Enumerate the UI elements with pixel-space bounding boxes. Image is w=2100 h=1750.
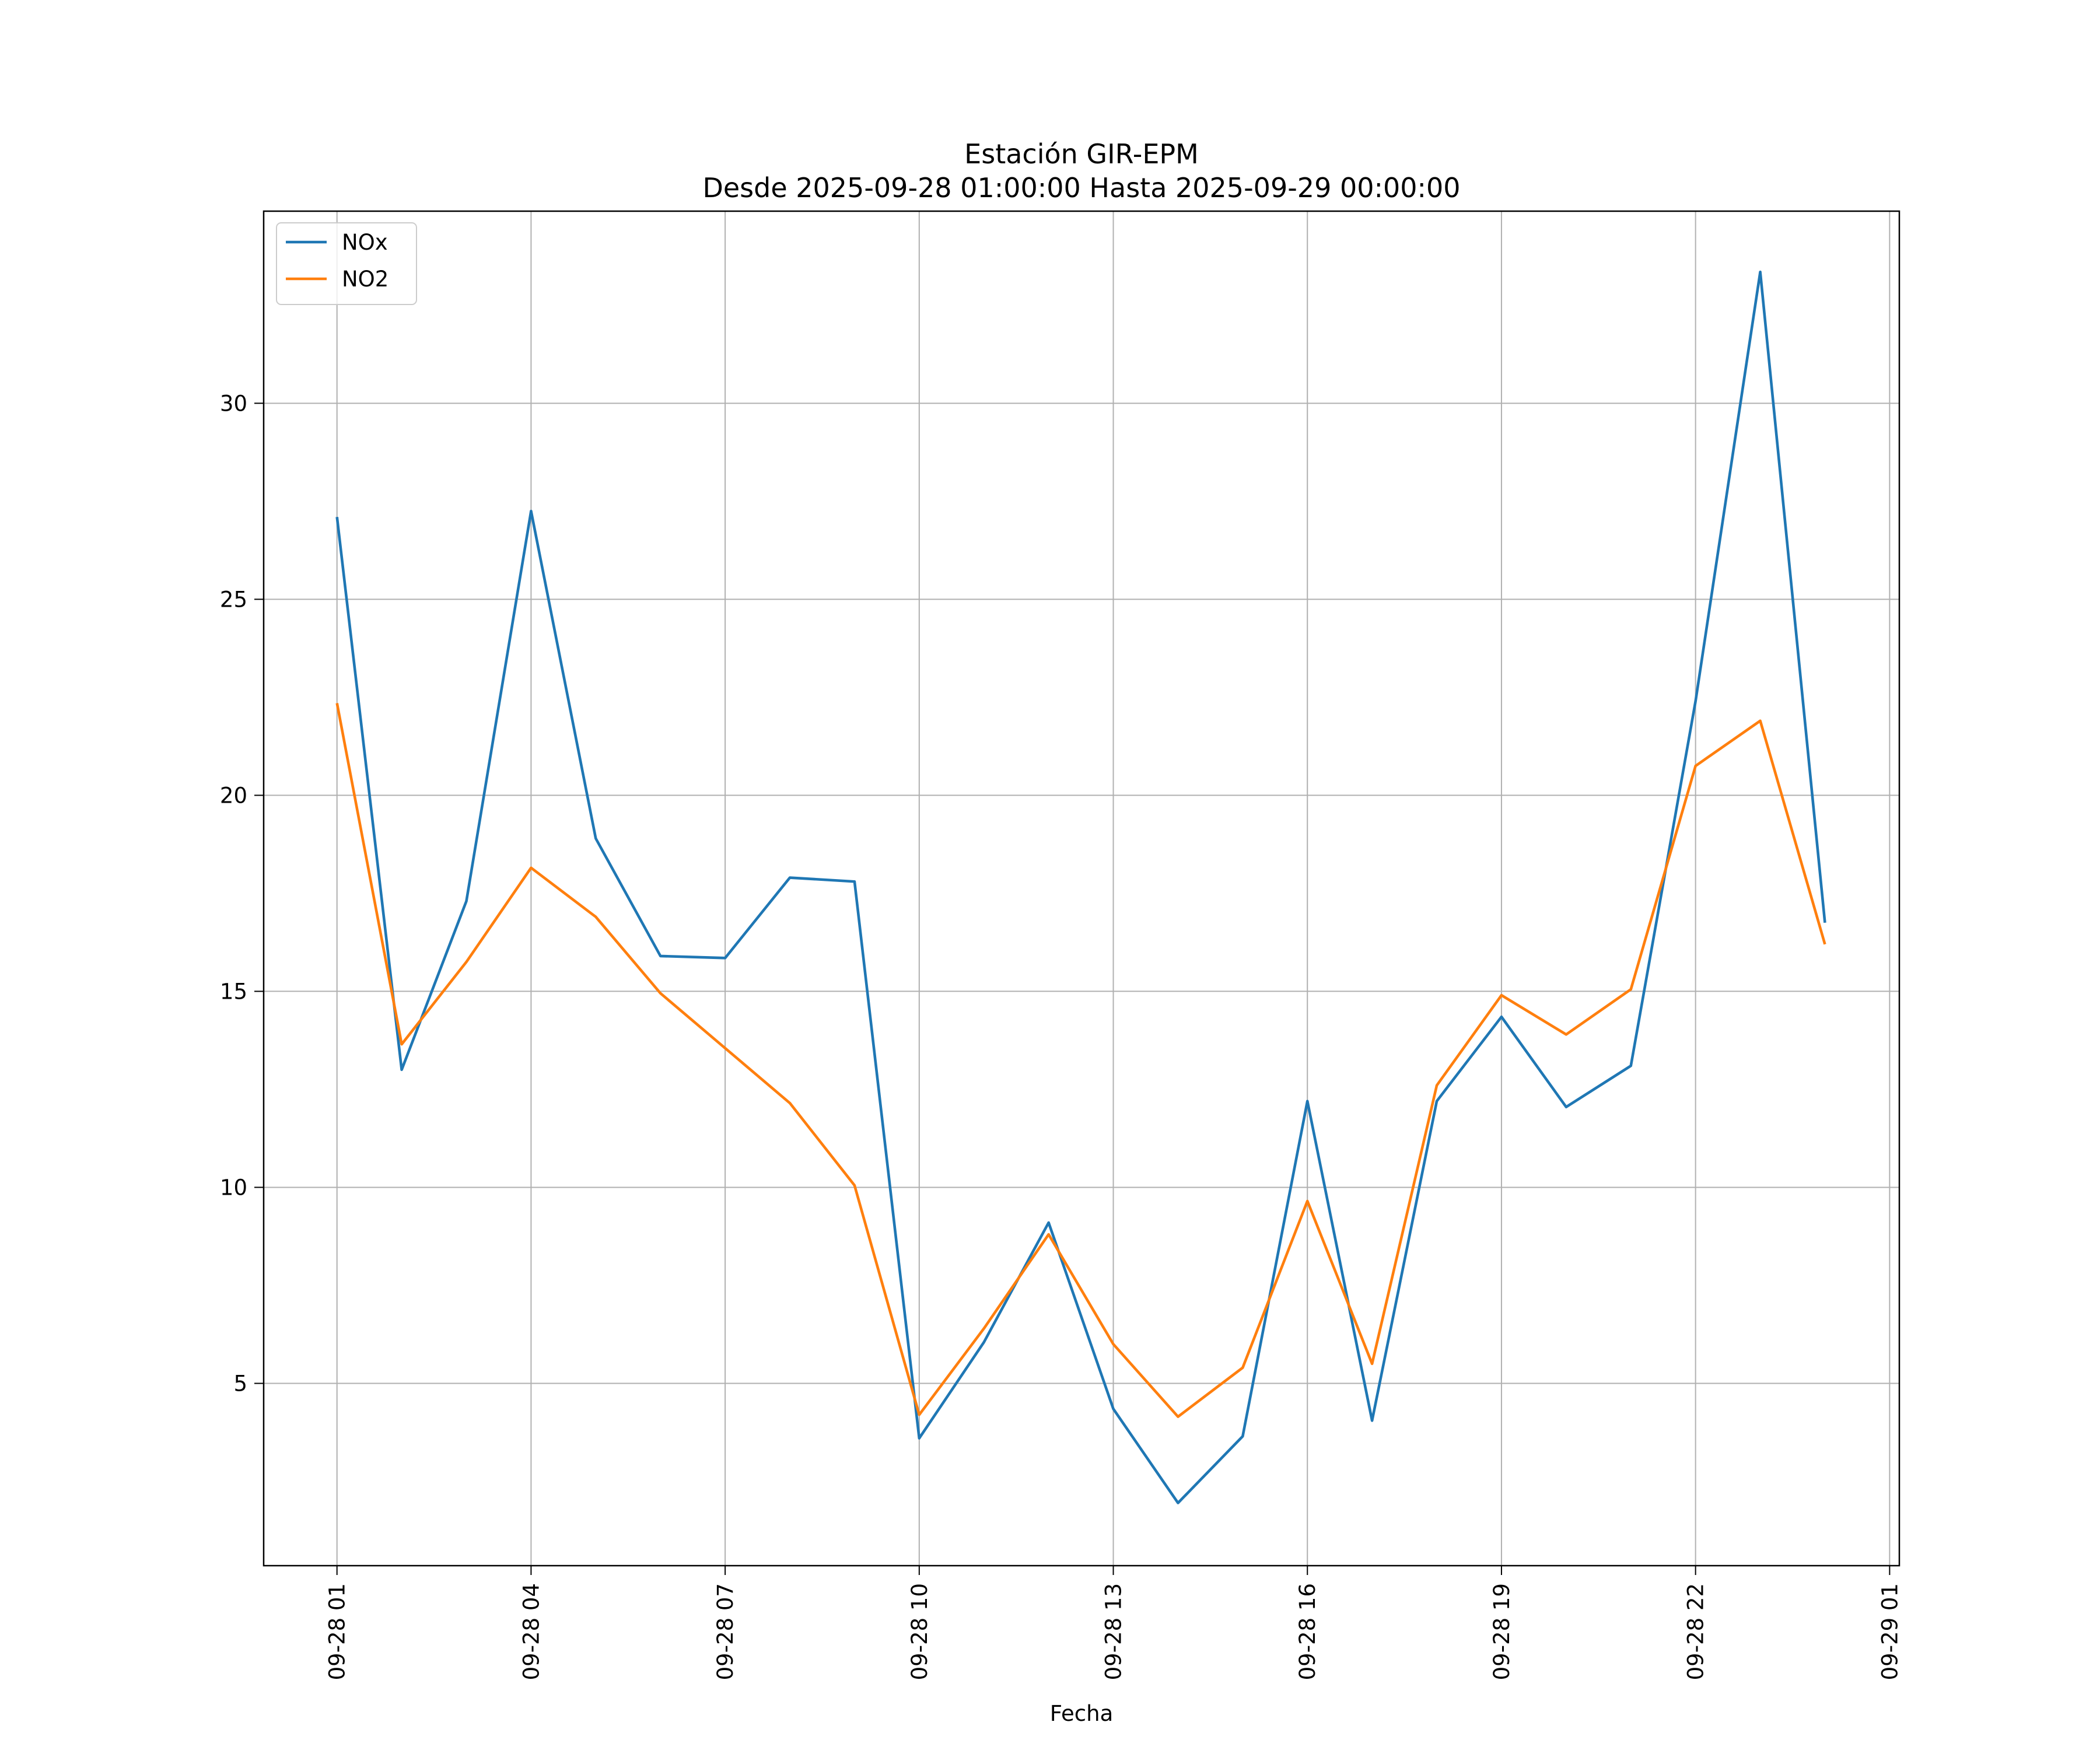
grid (264, 211, 1899, 1566)
y-tick-label: 30 (220, 391, 247, 416)
series-lines (335, 270, 1826, 1504)
x-tick-label: 09-28 22 (1684, 1583, 1709, 1680)
legend: NOx NO2 (276, 222, 417, 305)
x-tick-label: 09-29 01 (1877, 1583, 1902, 1680)
x-tick-label: 09-28 19 (1489, 1583, 1514, 1680)
legend-label: NO2 (342, 267, 388, 292)
y-tick-label: 25 (220, 587, 247, 612)
x-tick-label: 09-28 01 (325, 1583, 350, 1680)
x-tick-label: 09-28 07 (713, 1583, 738, 1680)
y-tick-label: 20 (220, 783, 247, 808)
x-tick-label: 09-28 10 (907, 1583, 932, 1680)
y-axis: 5 10 15 20 25 30 (220, 391, 264, 1396)
x-axis: 09-28 01 09-28 04 09-28 07 09-28 10 09-28 13… (325, 1566, 1902, 1680)
y-tick-label: 15 (220, 979, 247, 1004)
x-tick-label: 09-28 04 (519, 1583, 544, 1680)
series-line-nox (335, 270, 1826, 1504)
chart-title: Estación GIR-EPM (964, 138, 1199, 170)
y-tick-label: 10 (220, 1175, 247, 1200)
y-tick-label: 5 (233, 1371, 247, 1396)
legend-label: NOx (342, 230, 388, 255)
x-tick-label: 09-28 13 (1101, 1583, 1126, 1680)
x-tick-label: 09-28 16 (1295, 1583, 1320, 1680)
series-line-no2 (335, 703, 1826, 1418)
x-axis-label: Fecha (1050, 1701, 1114, 1726)
chart-subtitle: Desde 2025-09-28 01:00:00 Hasta 2025-09-… (702, 172, 1460, 204)
axes-frame (262, 210, 1901, 1567)
